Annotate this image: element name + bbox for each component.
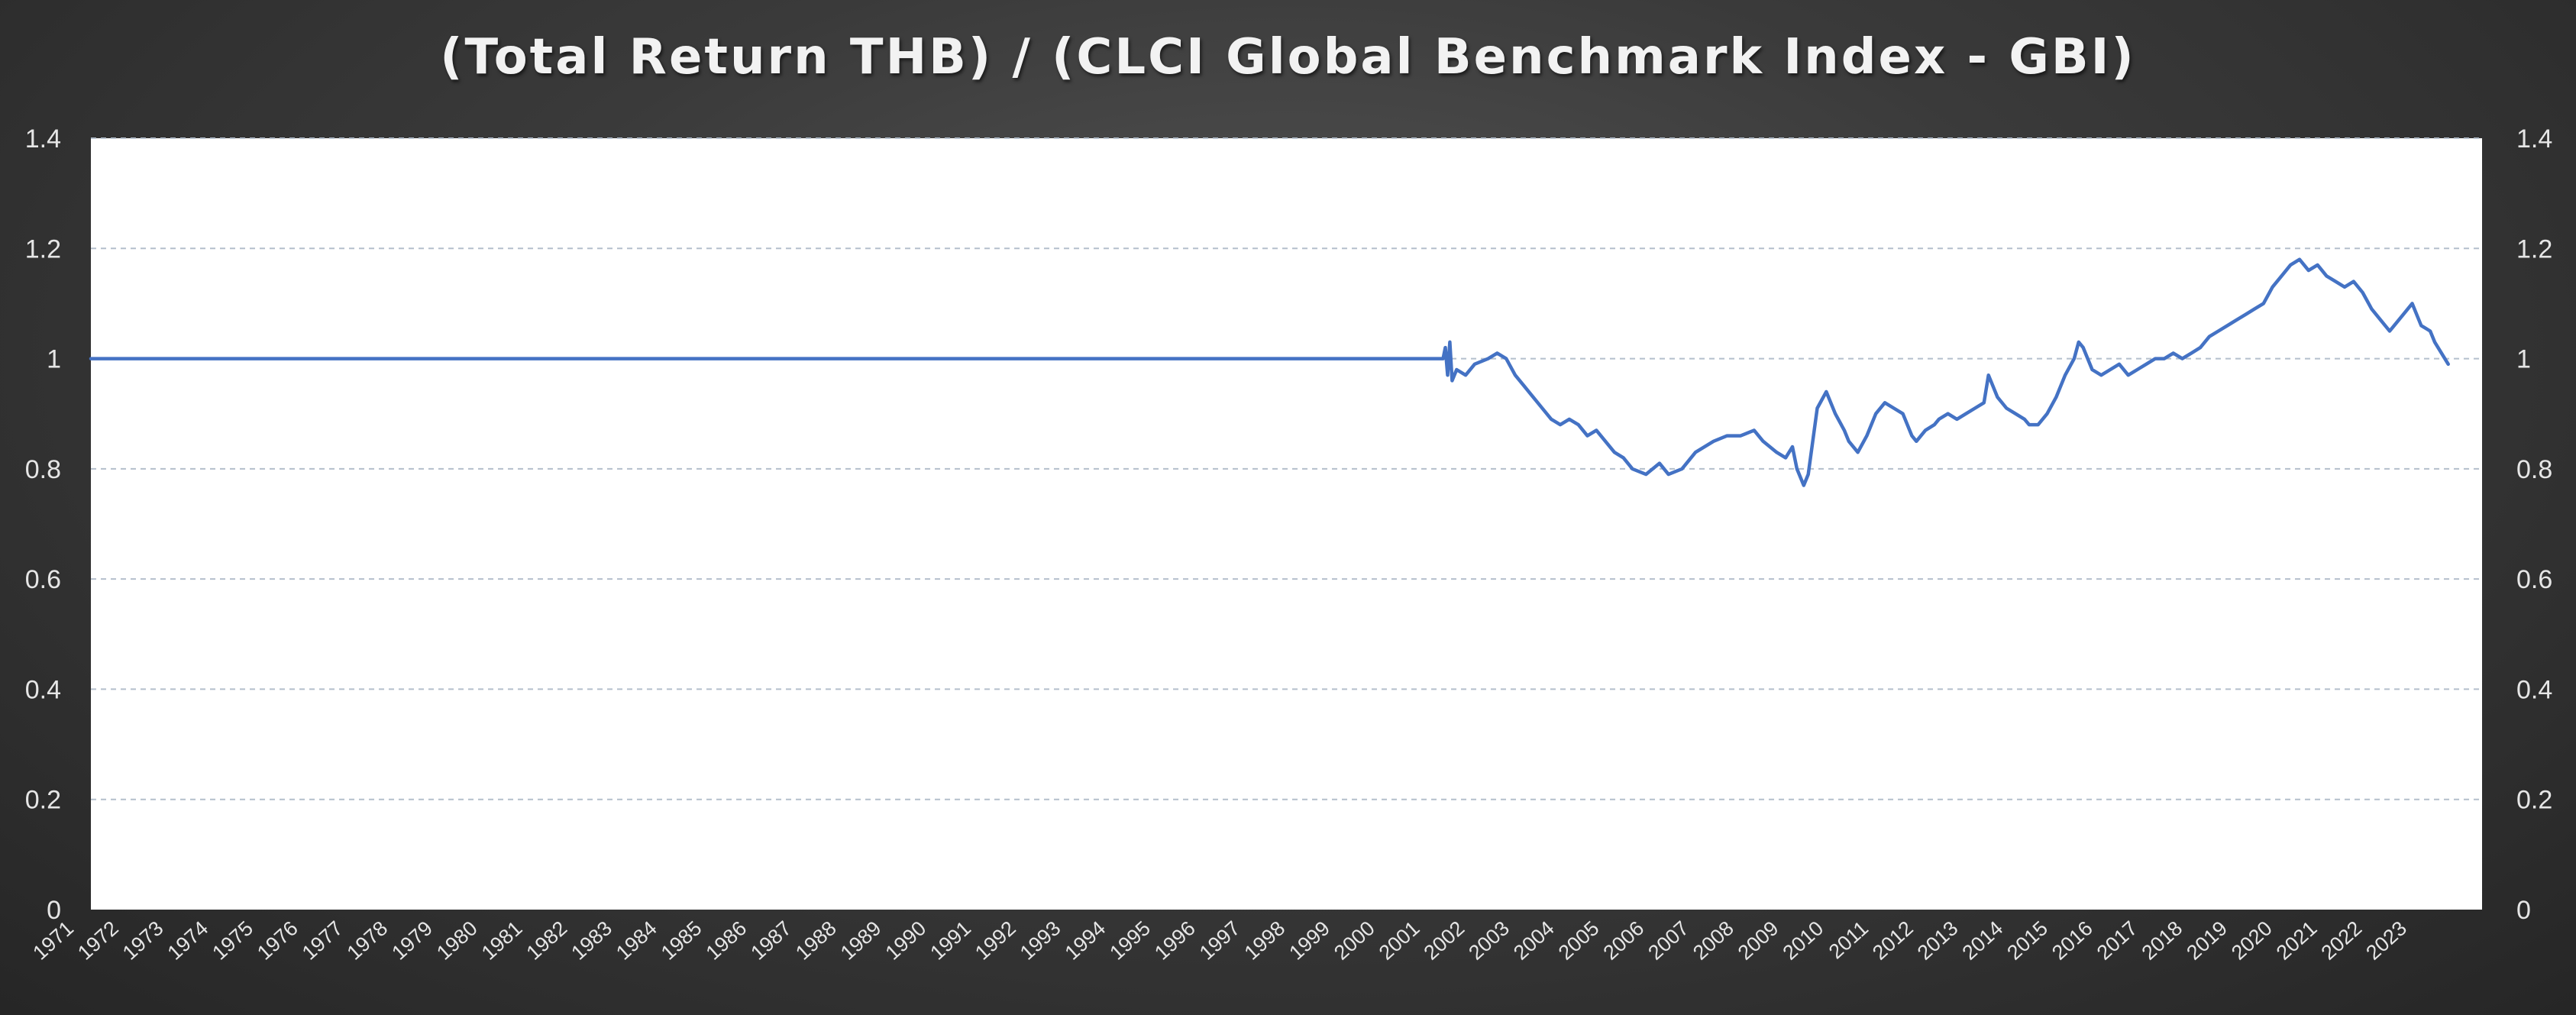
- x-tick-label: 2002: [1420, 916, 1469, 964]
- y-tick-label-right: 0.2: [2516, 786, 2552, 815]
- x-tick-label: 1987: [746, 916, 796, 964]
- x-tick-label: 1992: [971, 916, 1020, 964]
- x-tick-label: 1998: [1240, 916, 1290, 964]
- series-line: [89, 257, 2450, 487]
- x-tick-label: 2019: [2182, 916, 2232, 964]
- y-tick-label-left: 0.4: [25, 675, 61, 704]
- y-tick-label-right: 1.4: [2516, 124, 2552, 154]
- plot-area: [91, 138, 2482, 910]
- x-tick-label: 2006: [1599, 916, 1649, 964]
- x-tick-label: 1999: [1285, 916, 1334, 964]
- series: [89, 257, 2450, 487]
- x-tick-label: 1997: [1195, 916, 1245, 964]
- y-axis-right: 0 0.2 0.4 0.6 0.8 1 1.2 1.4: [2516, 124, 2552, 925]
- x-tick-label: 1983: [567, 916, 616, 964]
- y-tick-label-right: 1: [2516, 345, 2531, 374]
- x-tick-label: 1981: [477, 916, 527, 964]
- x-tick-label: 1976: [253, 916, 302, 964]
- y-tick-label-left: 0.8: [25, 455, 61, 484]
- x-tick-label: 1989: [836, 916, 886, 964]
- x-axis: 1971197219731974197519761977197819791980…: [28, 916, 2411, 964]
- x-tick-label: 1993: [1016, 916, 1065, 964]
- x-tick-label: 1974: [163, 916, 213, 964]
- x-tick-label: 2020: [2227, 916, 2277, 964]
- y-tick-label-right: 0: [2516, 896, 2531, 925]
- y-axis-left: 0 0.2 0.4 0.6 0.8 1 1.2 1.4: [25, 124, 61, 925]
- x-tick-label: 2013: [1913, 916, 1963, 964]
- x-tick-label: 2014: [1958, 916, 2008, 964]
- y-tick-label-right: 1.2: [2516, 234, 2552, 263]
- x-tick-label: 1990: [881, 916, 931, 964]
- x-tick-label: 2016: [2048, 916, 2097, 964]
- x-tick-label: 1986: [702, 916, 751, 964]
- y-tick-label-right: 0.4: [2516, 675, 2552, 704]
- x-tick-label: 1982: [522, 916, 572, 964]
- x-tick-label: 2009: [1734, 916, 1783, 964]
- x-tick-label: 1995: [1105, 916, 1155, 964]
- y-tick-label-left: 0.6: [25, 565, 61, 594]
- x-tick-label: 1980: [432, 916, 482, 964]
- x-tick-label: 2023: [2361, 916, 2411, 964]
- x-tick-label: 2004: [1509, 916, 1559, 964]
- y-tick-label-left: 1.4: [25, 124, 61, 154]
- x-tick-label: 1978: [343, 916, 393, 964]
- x-tick-label: 2012: [1868, 916, 1918, 964]
- x-tick-label: 1977: [298, 916, 347, 964]
- x-tick-label: 2008: [1689, 916, 1738, 964]
- x-tick-label: 2003: [1464, 916, 1514, 964]
- y-tick-label-left: 0.2: [25, 786, 61, 815]
- x-tick-label: 2005: [1554, 916, 1604, 964]
- y-tick-label-left: 1: [47, 345, 61, 374]
- x-tick-label: 2018: [2138, 916, 2187, 964]
- x-tick-label: 1984: [612, 916, 661, 964]
- x-tick-label: 2000: [1330, 916, 1379, 964]
- x-tick-label: 2021: [2272, 916, 2322, 964]
- x-tick-label: 1994: [1061, 916, 1110, 964]
- y-tick-label-right: 0.6: [2516, 565, 2552, 594]
- x-tick-label: 2001: [1375, 916, 1424, 964]
- x-tick-label: 1972: [73, 916, 123, 964]
- x-tick-label: 2017: [2093, 916, 2142, 964]
- x-tick-label: 2022: [2317, 916, 2367, 964]
- x-tick-label: 1991: [926, 916, 975, 964]
- x-tick-label: 1975: [208, 916, 257, 964]
- x-tick-label: 1985: [657, 916, 706, 964]
- x-tick-label: 2011: [1825, 916, 1873, 963]
- x-tick-label: 1988: [791, 916, 841, 964]
- y-tick-label-right: 0.8: [2516, 455, 2552, 484]
- x-tick-label: 2007: [1644, 916, 1693, 964]
- y-tick-label-left: 0: [47, 896, 61, 925]
- x-tick-label: 1973: [118, 916, 168, 964]
- x-tick-label: 2010: [1779, 916, 1828, 964]
- y-tick-label-left: 1.2: [25, 234, 61, 263]
- chart-title: (Total Return THB) / (CLCI Global Benchm…: [440, 29, 2136, 86]
- x-tick-label: 1979: [387, 916, 437, 964]
- x-tick-label: 2015: [2002, 916, 2052, 964]
- x-tick-label: 1996: [1150, 916, 1200, 964]
